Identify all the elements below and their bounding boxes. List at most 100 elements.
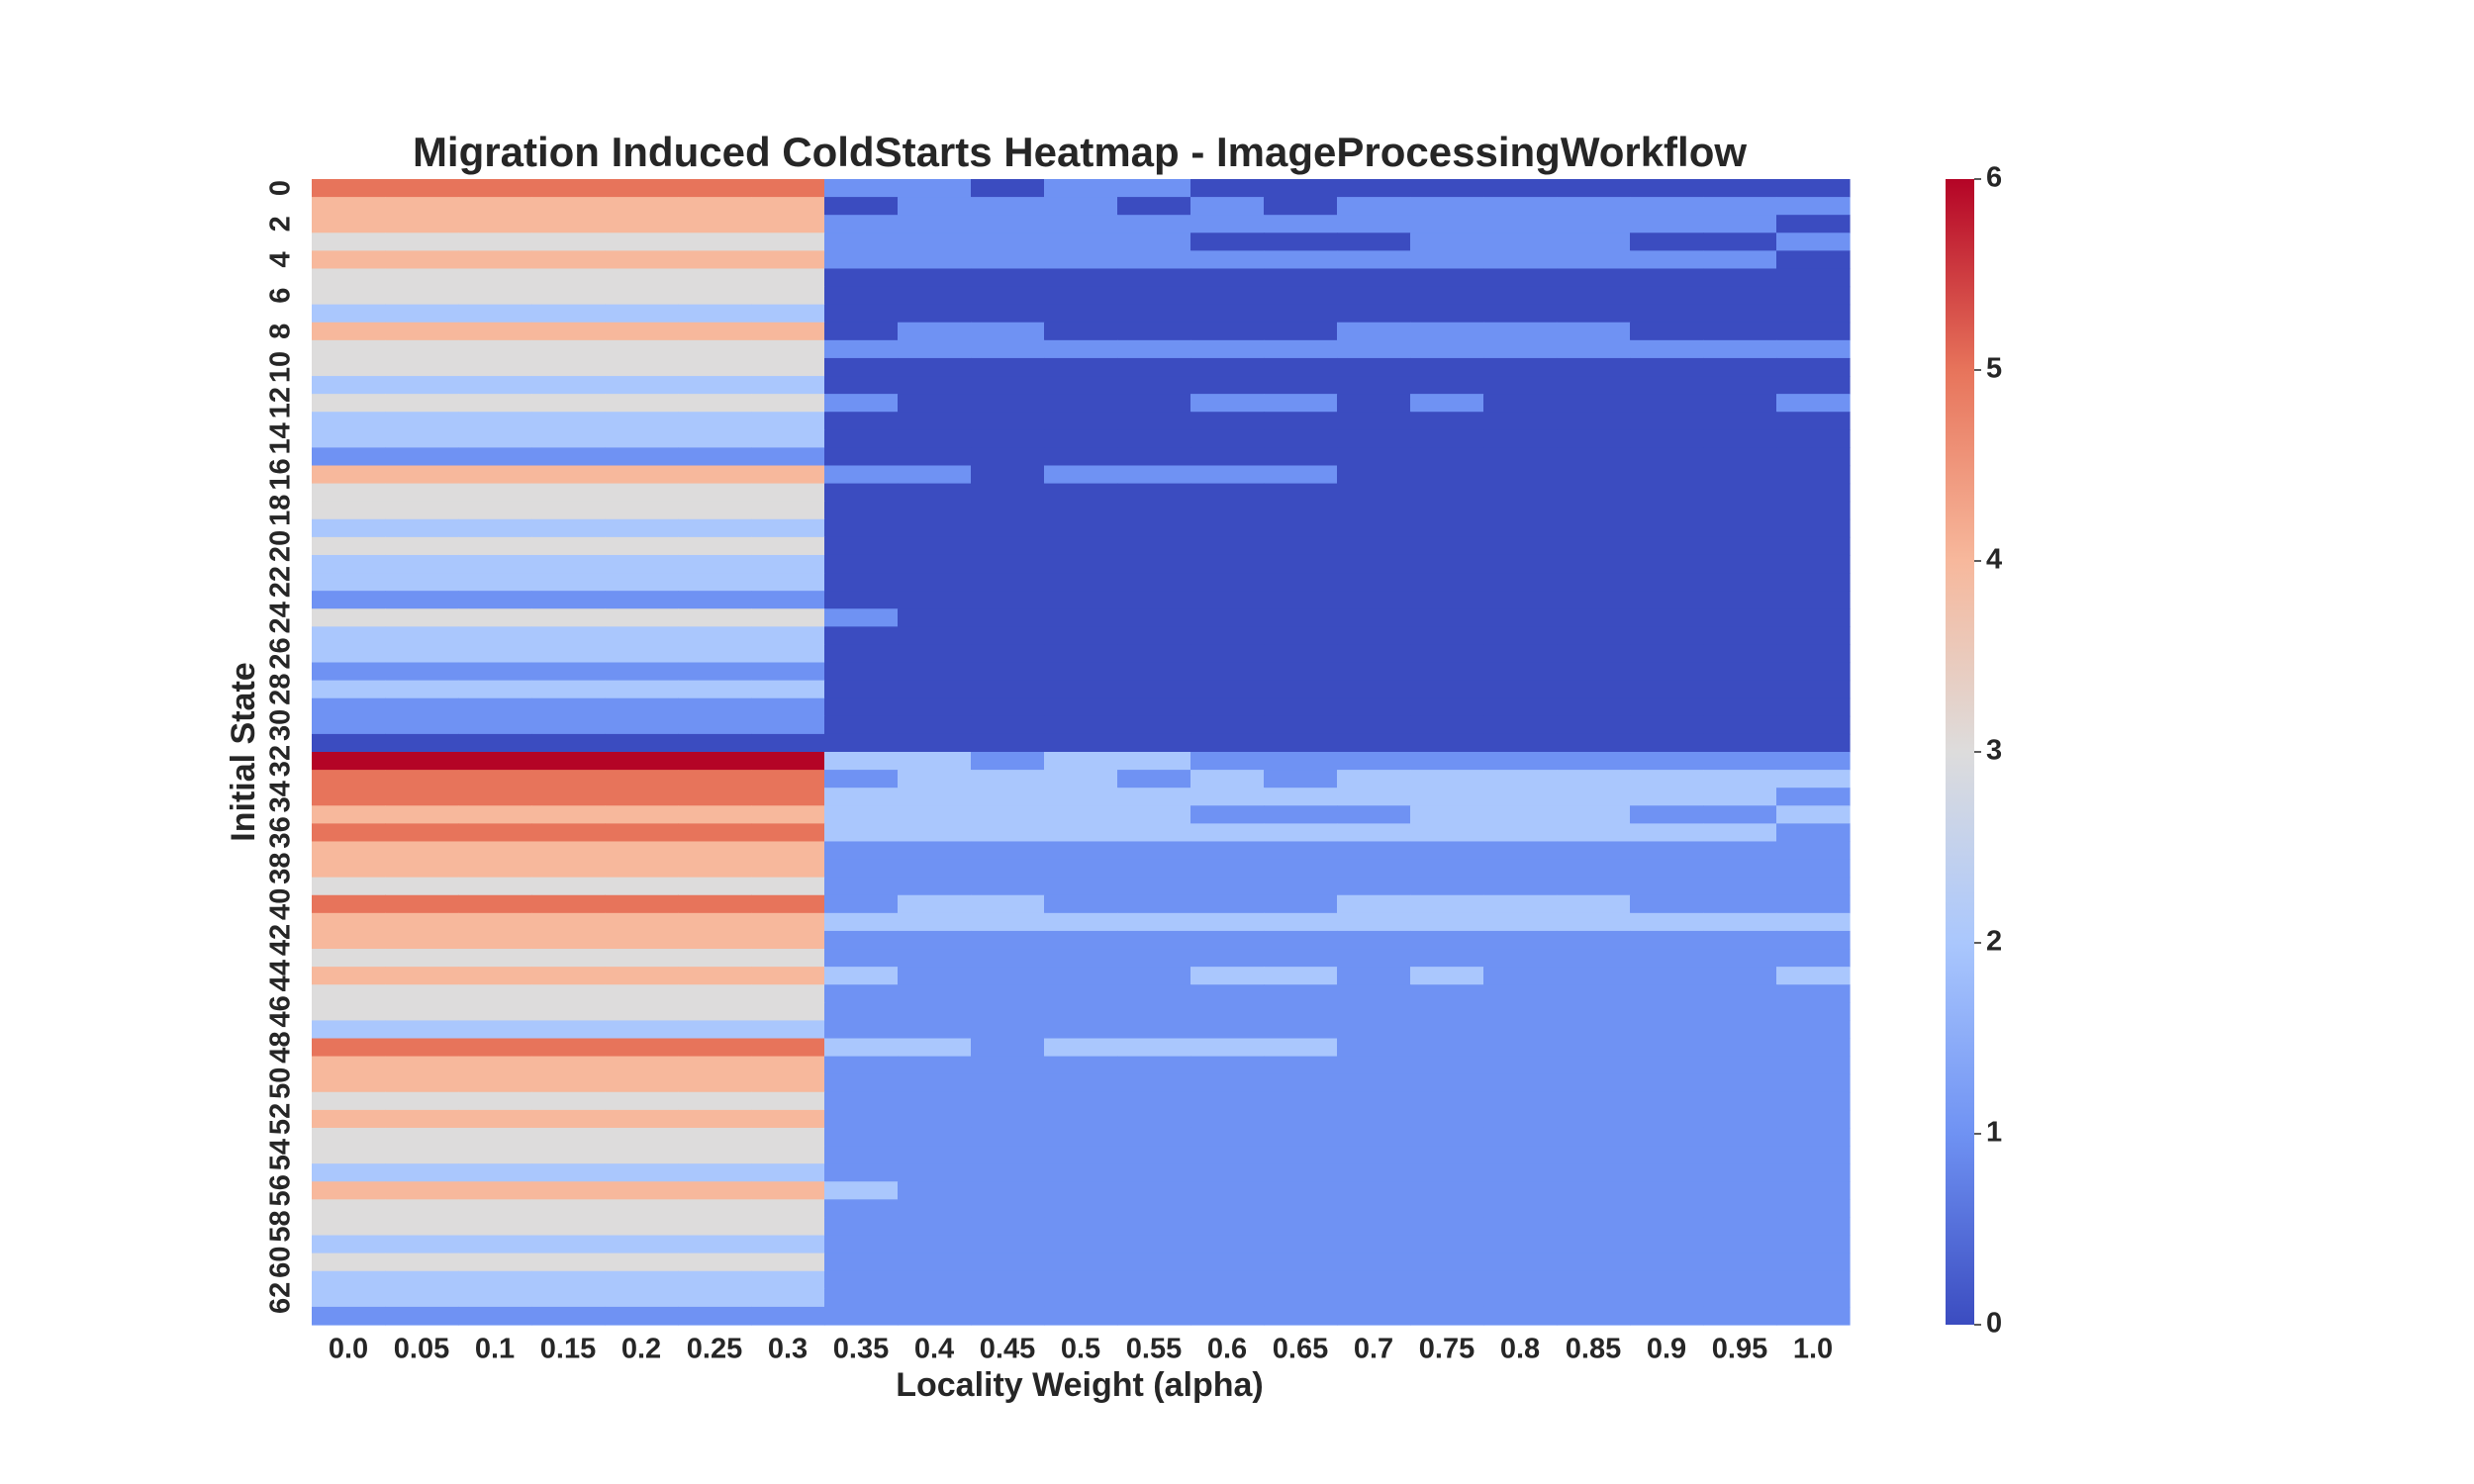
heatmap-cell [312, 1020, 386, 1040]
heatmap-cell [1557, 447, 1631, 467]
heatmap-cell [1337, 770, 1411, 788]
x-tick-label: 0.65 [1273, 1334, 1328, 1365]
y-tick-label: 14 [265, 422, 297, 454]
heatmap-cell [1630, 967, 1704, 985]
heatmap-cell [1483, 1163, 1558, 1182]
heatmap-cell [1703, 894, 1777, 914]
heatmap-cell [751, 752, 825, 771]
heatmap-cell [971, 770, 1045, 788]
heatmap-cell [1703, 1252, 1777, 1272]
heatmap-cell [1337, 536, 1411, 556]
heatmap-cell [898, 697, 972, 717]
heatmap-cell [898, 823, 972, 843]
y-tick-label: 36 [265, 816, 297, 848]
heatmap-cell [1117, 268, 1191, 288]
heatmap-cell [531, 179, 606, 198]
heatmap-cell [1557, 1038, 1631, 1058]
heatmap-cell [1483, 250, 1558, 270]
heatmap-cell [824, 984, 899, 1003]
heatmap-cell [1264, 788, 1338, 806]
heatmap-cell [678, 894, 752, 914]
heatmap-cell [1630, 1038, 1704, 1058]
chart-title: Migration Induced ColdStarts Heatmap - I… [413, 129, 1747, 175]
heatmap-cell [1410, 322, 1484, 341]
heatmap-cell [1190, 967, 1265, 985]
heatmap-cell [824, 1181, 899, 1200]
heatmap-cell [1483, 823, 1558, 843]
heatmap-cell [1630, 1109, 1704, 1129]
heatmap-cell [605, 859, 679, 879]
heatmap-cell [824, 573, 899, 592]
heatmap-cell [1337, 1306, 1411, 1326]
heatmap-cell [458, 626, 532, 646]
heatmap-cell [678, 788, 752, 806]
heatmap-cell [824, 1056, 899, 1075]
heatmap-cell [531, 465, 606, 485]
heatmap-cell [1410, 1181, 1484, 1200]
heatmap-cell [1630, 1270, 1704, 1290]
heatmap-cell [385, 1235, 459, 1254]
heatmap-cell [531, 554, 606, 574]
heatmap-cell [824, 608, 899, 627]
heatmap-cell [531, 788, 606, 806]
heatmap-cell [1117, 429, 1191, 449]
heatmap-cell [1337, 644, 1411, 664]
heatmap-cell [678, 1199, 752, 1219]
heatmap-cell [1044, 930, 1118, 950]
heatmap-cell [1044, 215, 1118, 233]
heatmap-cell [1557, 1181, 1631, 1200]
heatmap-cell [1776, 1127, 1851, 1147]
heatmap-cell [1557, 752, 1631, 771]
heatmap-cell [385, 268, 459, 288]
heatmap-cell [605, 967, 679, 985]
heatmap-cell [1117, 608, 1191, 627]
heatmap-cell [1264, 339, 1338, 359]
heatmap-cell [1703, 573, 1777, 592]
heatmap-cell [1557, 394, 1631, 413]
heatmap-cell [1703, 1073, 1777, 1093]
heatmap-cell [458, 608, 532, 627]
heatmap-cell [971, 1235, 1045, 1254]
heatmap-cell [824, 752, 899, 771]
heatmap-cell [531, 1163, 606, 1182]
heatmap-cell [1557, 1091, 1631, 1111]
heatmap-cell [971, 1038, 1045, 1058]
heatmap-cell [1044, 1252, 1118, 1272]
heatmap-cell [531, 805, 606, 824]
heatmap-cell [1776, 286, 1851, 306]
heatmap-cell [1190, 518, 1265, 538]
heatmap-cell [1410, 1020, 1484, 1040]
heatmap-cell [1410, 250, 1484, 270]
heatmap-cell [312, 591, 386, 609]
heatmap-cell [458, 770, 532, 788]
heatmap-cell [1337, 215, 1411, 233]
heatmap-cell [312, 930, 386, 950]
heatmap-cell [1264, 626, 1338, 646]
heatmap-cell [1044, 841, 1118, 861]
heatmap-cell [531, 1146, 606, 1164]
heatmap-cell [1630, 1163, 1704, 1182]
heatmap-cell [1557, 1146, 1631, 1164]
heatmap-cell [605, 894, 679, 914]
heatmap-cell [1630, 841, 1704, 861]
heatmap-cell [531, 894, 606, 914]
heatmap-cell [1410, 788, 1484, 806]
heatmap-cell [751, 662, 825, 682]
heatmap-cell [605, 412, 679, 430]
heatmap-cell [1117, 752, 1191, 771]
heatmap-cell [751, 1109, 825, 1129]
heatmap-cell [971, 268, 1045, 288]
heatmap-cell [824, 1306, 899, 1326]
heatmap-cell [1630, 573, 1704, 592]
heatmap-cell [1630, 1020, 1704, 1040]
heatmap-cell [824, 823, 899, 843]
heatmap-cell [1557, 232, 1631, 251]
heatmap-cell [1117, 912, 1191, 932]
heatmap-cell [1044, 1020, 1118, 1040]
heatmap-cell [824, 518, 899, 538]
heatmap-cell [1337, 949, 1411, 968]
heatmap-cell [1190, 984, 1265, 1003]
heatmap-cell [1483, 680, 1558, 699]
heatmap-cell [312, 984, 386, 1003]
heatmap-cell [1264, 1073, 1338, 1093]
